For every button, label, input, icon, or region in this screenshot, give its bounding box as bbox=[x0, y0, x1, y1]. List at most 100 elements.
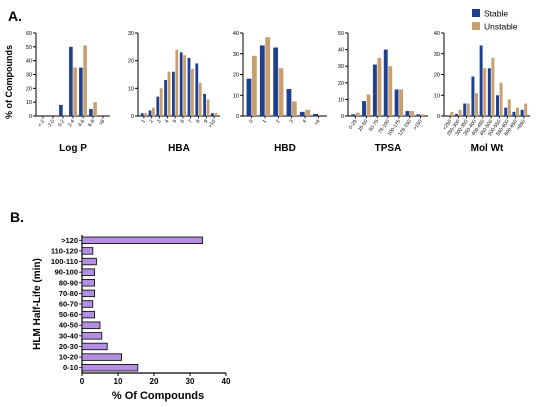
hlm-category-label: 90-100 bbox=[55, 268, 78, 277]
tpsa-bar-unstable bbox=[410, 111, 414, 116]
hbd-y-tick-label: 20 bbox=[233, 73, 239, 79]
mol-wt-bar-unstable bbox=[499, 82, 503, 116]
mol-wt-bar-stable bbox=[496, 95, 499, 116]
mol-wt-title: Mol Wt bbox=[471, 143, 504, 154]
mol-wt-chart: 010203040<250250-300300-350350-400400-45… bbox=[434, 31, 530, 154]
hbd-bar-unstable bbox=[251, 55, 257, 116]
logp-x-tick-label: >8 bbox=[98, 119, 106, 127]
mol-wt-bar-stable bbox=[520, 109, 524, 116]
mol-wt-y-tick-label: 20 bbox=[434, 73, 440, 79]
hba-x-tick-label: 2 bbox=[148, 119, 155, 125]
hlm-category-label: 0-10 bbox=[63, 363, 78, 372]
hbd-x-tick-label: 2 bbox=[275, 119, 282, 125]
mol-wt-y-tick-label: 30 bbox=[434, 52, 440, 58]
hba-bar-unstable bbox=[152, 107, 155, 116]
mol-wt-x-tick-label: <250 bbox=[442, 119, 454, 132]
tpsa-x-tick-label: 25-50 bbox=[357, 119, 369, 133]
mol-wt-y-tick-label: 40 bbox=[434, 31, 440, 37]
panel-a-label: A. bbox=[8, 8, 22, 24]
tpsa-y-tick-label: 10 bbox=[338, 97, 344, 103]
hlm-bar bbox=[81, 353, 122, 361]
tpsa-bar-unstable bbox=[377, 57, 382, 116]
hlm-bar bbox=[81, 268, 95, 276]
hbd-bar-stable bbox=[313, 113, 319, 116]
hba-y-tick-label: 10 bbox=[128, 86, 134, 92]
hbd-bar-stable bbox=[246, 78, 252, 116]
hbd-y-tick-label: 40 bbox=[233, 31, 239, 37]
tpsa-chart: 010203040500-2525-5050-7575-100100-12512… bbox=[338, 31, 428, 154]
hba-bar-unstable bbox=[198, 82, 202, 116]
hlm-category-label: 40-50 bbox=[59, 321, 78, 330]
tpsa-bar-unstable bbox=[366, 94, 371, 116]
hlm-bar bbox=[81, 364, 139, 372]
mol-wt-bar-stable bbox=[479, 45, 483, 117]
hba-title: HBA bbox=[168, 143, 190, 154]
hba-x-tick-label: 7 bbox=[187, 119, 194, 125]
logp-bar-stable bbox=[89, 109, 93, 116]
hba-y-tick-label: 20 bbox=[128, 59, 134, 65]
tpsa-bar-stable bbox=[362, 101, 366, 116]
hlm-category-label: 100-110 bbox=[51, 257, 78, 266]
hba-bar-stable bbox=[171, 71, 175, 116]
panel-b-label: B. bbox=[10, 209, 24, 225]
tpsa-bar-unstable bbox=[399, 89, 404, 116]
hbd-bar-unstable bbox=[265, 37, 271, 116]
tpsa-bar-stable bbox=[372, 64, 377, 116]
hba-bar-unstable bbox=[183, 55, 187, 116]
hlm-x-tick-label: 20 bbox=[150, 377, 159, 386]
hlm-category-label: 30-40 bbox=[59, 331, 78, 340]
hba-x-tick-label: >10 bbox=[207, 119, 217, 130]
logp-title: Log P bbox=[59, 143, 87, 154]
mol-wt-bar-stable bbox=[463, 103, 467, 116]
mol-wt-bar-stable bbox=[455, 113, 458, 116]
mol-wt-bar-unstable bbox=[524, 103, 528, 116]
hba-y-tick-label: 0 bbox=[131, 114, 134, 120]
hlm-category-label: 60-70 bbox=[59, 300, 78, 309]
logp-x-tick-label: <-2 bbox=[37, 119, 46, 129]
logp-x-tick-label: -2-0 bbox=[46, 119, 56, 130]
mol-wt-bar-unstable bbox=[466, 103, 470, 116]
logp-chart: 0 10 20 30 40 50 60 <-2 -2-0 0-2 2-4 4-6 6-8 >8 Log P bbox=[26, 31, 110, 154]
hba-bar-stable bbox=[164, 80, 167, 116]
tpsa-x-tick-label: 0-25 bbox=[348, 119, 359, 131]
hbd-x-tick-label: >4 bbox=[313, 119, 321, 127]
tpsa-x-tick-label: >150 bbox=[412, 119, 424, 132]
logp-x-tick-label: 4-6 bbox=[77, 119, 86, 129]
logp-bar-unstable bbox=[63, 114, 67, 116]
tpsa-y-tick-label: 30 bbox=[338, 64, 344, 70]
hlm-bar bbox=[81, 300, 94, 308]
hlm-category-label: 20-30 bbox=[59, 342, 78, 351]
hba-x-tick-label: 3 bbox=[156, 119, 163, 125]
hbd-x-tick-label: 3 bbox=[288, 119, 295, 125]
hba-bar-unstable bbox=[167, 71, 171, 116]
hba-bar-stable bbox=[195, 63, 199, 116]
hlm-category-label: 10-20 bbox=[59, 353, 78, 362]
hba-bar-stable bbox=[140, 113, 144, 116]
hba-x-tick-label: 1 bbox=[141, 119, 148, 125]
chart-legend: Stable Unstable bbox=[472, 9, 518, 32]
hbd-y-tick-label: 10 bbox=[233, 93, 239, 99]
hba-bar-stable bbox=[148, 110, 152, 116]
hbd-chart: 0 10 20 30 40 0 1 2 3 4 >4 HBD bbox=[233, 31, 327, 154]
hbd-y-tick-label: 30 bbox=[233, 52, 239, 58]
legend-label-unstable: Unstable bbox=[484, 22, 518, 32]
mol-wt-bar-unstable bbox=[483, 68, 487, 116]
hba-bar-stable bbox=[179, 52, 183, 116]
logp-y-tick-label: 20 bbox=[26, 86, 32, 92]
hlm-category-label: 70-80 bbox=[59, 289, 78, 298]
hbd-x-tick-label: 4 bbox=[302, 119, 309, 125]
logp-x-tick-label: 2-4 bbox=[67, 119, 76, 129]
tpsa-y-tick-label: 20 bbox=[338, 81, 344, 87]
hba-bar-unstable bbox=[191, 68, 194, 116]
hba-bar-unstable bbox=[144, 113, 148, 116]
logp-y-tick-label: 0 bbox=[29, 114, 32, 120]
mol-wt-x-tick-label: >650 bbox=[516, 119, 528, 132]
hlm-bar bbox=[81, 342, 108, 351]
logp-x-tick-label: 6-8 bbox=[87, 119, 96, 129]
tpsa-bar-stable bbox=[351, 114, 356, 116]
logp-bar-unstable bbox=[73, 67, 77, 116]
logp-bar-stable bbox=[69, 46, 73, 117]
hbd-bar-stable bbox=[259, 45, 265, 117]
logp-bar-stable bbox=[49, 115, 53, 116]
